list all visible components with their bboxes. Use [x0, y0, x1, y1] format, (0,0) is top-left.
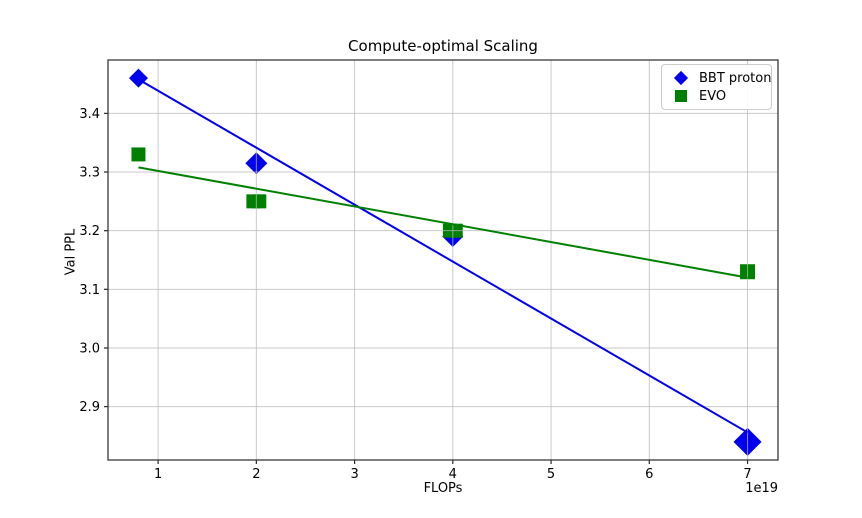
plot-spines: [107, 59, 779, 461]
chart-title: Compute-optimal Scaling: [348, 37, 538, 55]
legend-label: BBT proton: [699, 70, 772, 86]
legend-marker-box: [673, 88, 695, 104]
y-tick-label: 2.9: [79, 400, 100, 415]
y-tick-label: 3.3: [79, 166, 100, 181]
x-tick-label: 4: [449, 467, 457, 482]
legend: BBT proton EVO: [661, 64, 772, 110]
x-tick-label: 6: [645, 467, 653, 482]
evo-marker: [252, 194, 267, 209]
bbt-proton-fit-line: [137, 78, 749, 434]
legend-marker-diamond-icon: [673, 70, 689, 86]
x-axis-label: FLOPs: [423, 481, 463, 496]
evo-marker: [131, 147, 146, 162]
legend-label: EVO: [699, 88, 727, 104]
evo-fit-line: [138, 166, 748, 279]
legend-item: BBT proton: [662, 69, 771, 87]
y-axis-label: Val PPL: [63, 228, 79, 276]
y-tick-label: 3.1: [79, 283, 100, 298]
bbt-proton-marker: [128, 68, 148, 88]
x-tick-label: 1: [154, 467, 162, 482]
legend-item: EVO: [662, 87, 771, 105]
axis-offset-label: 1e19: [745, 481, 778, 496]
x-tick-label: 2: [252, 467, 260, 482]
legend-marker-square-icon: [675, 90, 687, 102]
legend-marker-box: [673, 70, 695, 86]
x-tick-label: 7: [743, 467, 751, 482]
y-tick-label: 3.4: [79, 107, 100, 122]
x-tick-label: 5: [547, 467, 555, 482]
x-tick-label: 3: [350, 467, 358, 482]
y-tick-label: 3.0: [79, 341, 100, 356]
y-tick-label: 3.2: [79, 224, 100, 239]
